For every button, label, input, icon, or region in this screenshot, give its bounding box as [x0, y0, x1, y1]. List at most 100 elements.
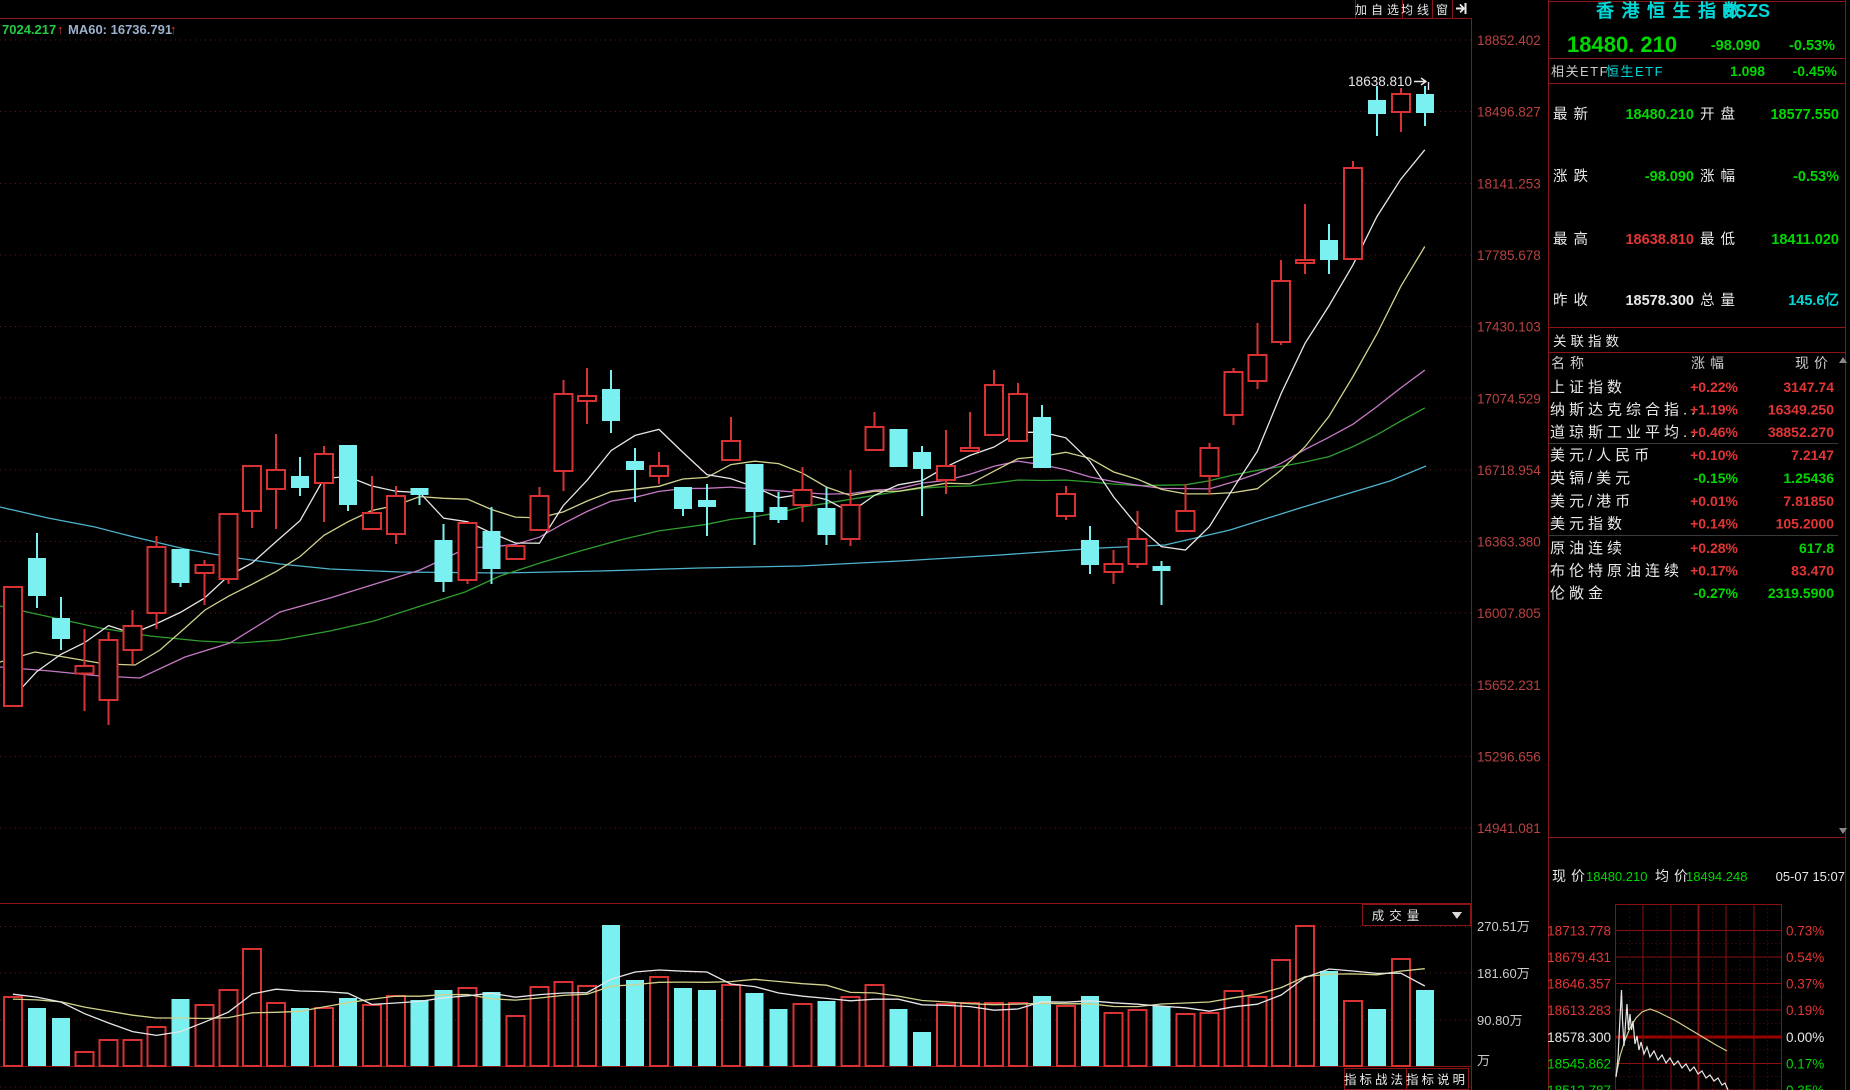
svg-text:617.8: 617.8 [1799, 540, 1834, 556]
svg-text:HSZS: HSZS [1722, 1, 1770, 21]
svg-text:15652.231: 15652.231 [1477, 678, 1541, 693]
svg-text:指标说明: 指标说明 [1406, 1072, 1468, 1087]
svg-text:↑: ↑ [170, 22, 177, 37]
svg-text:0.54%: 0.54% [1786, 950, 1824, 965]
svg-text:+0.14%: +0.14% [1690, 516, 1738, 532]
svg-text:18638.810: 18638.810 [1625, 232, 1694, 248]
svg-text:18713.778: 18713.778 [1547, 923, 1611, 938]
svg-text:17430.103: 17430.103 [1477, 320, 1541, 335]
svg-text:83.470: 83.470 [1791, 563, 1834, 579]
svg-text:相关ETF:: 相关ETF: [1551, 64, 1614, 79]
svg-text:0.17%: 0.17% [1786, 1056, 1824, 1071]
svg-text:17074.529: 17074.529 [1477, 391, 1541, 406]
svg-text:0.19%: 0.19% [1786, 1003, 1824, 1018]
svg-text:18411.020: 18411.020 [1771, 232, 1839, 248]
svg-text:道琼斯工业平均...: 道琼斯工业平均... [1550, 424, 1708, 441]
svg-text:上证指数: 上证指数 [1550, 379, 1626, 396]
svg-text:270.51万: 270.51万 [1477, 919, 1530, 934]
svg-text:美元指数: 美元指数 [1550, 516, 1626, 533]
svg-text:美元/人民币: 美元/人民币 [1550, 447, 1653, 464]
svg-text:指标战法: 指标战法 [1344, 1072, 1406, 1087]
svg-text:+0.28%: +0.28% [1690, 540, 1738, 556]
svg-text:开盘: 开盘 [1700, 105, 1741, 123]
svg-text:1.25436: 1.25436 [1783, 470, 1834, 486]
svg-text:16349.250: 16349.250 [1768, 402, 1834, 418]
svg-text:涨幅: 涨幅 [1700, 168, 1741, 185]
svg-text:18545.862: 18545.862 [1547, 1056, 1611, 1071]
svg-text:18494.248: 18494.248 [1686, 869, 1747, 884]
svg-text:总量: 总量 [1700, 292, 1741, 309]
svg-text:1.098: 1.098 [1730, 63, 1765, 79]
svg-text:原油连续: 原油连续 [1550, 540, 1626, 557]
svg-text:美元/港币: 美元/港币 [1550, 493, 1634, 510]
svg-text:18141.253: 18141.253 [1477, 176, 1541, 191]
svg-text:最高: 最高 [1553, 231, 1594, 248]
svg-text:+1.19%: +1.19% [1690, 402, 1738, 418]
svg-text:-0.53%: -0.53% [1793, 169, 1839, 185]
svg-text:加自选: 加自选 [1355, 3, 1403, 17]
svg-text:纳斯达克综合指...: 纳斯达克综合指... [1550, 402, 1708, 419]
svg-text:-98.090: -98.090 [1711, 38, 1760, 54]
svg-text:均价: 均价 [1655, 868, 1693, 884]
svg-text:17785.678: 17785.678 [1477, 248, 1541, 263]
svg-text:18496.827: 18496.827 [1477, 105, 1541, 120]
svg-text:关联指数: 关联指数 [1553, 334, 1623, 349]
svg-text:涨跌: 涨跌 [1553, 168, 1594, 185]
svg-text:145.6亿: 145.6亿 [1788, 291, 1839, 309]
svg-text:16718.954: 16718.954 [1477, 463, 1541, 478]
svg-text:成交量: 成交量 [1372, 908, 1425, 923]
svg-text:+0.22%: +0.22% [1690, 379, 1738, 395]
svg-text:16363.380: 16363.380 [1477, 535, 1541, 550]
svg-text:英镉/美元: 英镉/美元 [1550, 469, 1634, 487]
svg-text:现价: 现价 [1552, 868, 1590, 884]
svg-text:16007.805: 16007.805 [1477, 606, 1541, 621]
svg-text:-0.15%: -0.15% [1694, 470, 1739, 486]
svg-text:14941.081: 14941.081 [1477, 821, 1541, 836]
svg-text:7.2147: 7.2147 [1791, 447, 1834, 463]
svg-text:涨幅: 涨幅 [1691, 355, 1729, 371]
svg-text:0.35%: 0.35% [1786, 1083, 1824, 1090]
svg-text:最新: 最新 [1553, 106, 1594, 123]
svg-text:7.81850: 7.81850 [1783, 493, 1834, 509]
svg-text:90.80万: 90.80万 [1477, 1013, 1523, 1028]
svg-text:18577.550: 18577.550 [1770, 107, 1839, 123]
svg-text:均线: 均线 [1401, 3, 1433, 17]
svg-text:-0.53%: -0.53% [1789, 38, 1835, 54]
svg-text:18512.787: 18512.787 [1547, 1083, 1611, 1090]
svg-text:18646.357: 18646.357 [1547, 977, 1611, 992]
svg-text:-98.090: -98.090 [1645, 169, 1694, 185]
svg-text:布伦特原油连续: 布伦特原油连续 [1550, 563, 1683, 580]
svg-text:18578.300: 18578.300 [1625, 293, 1694, 309]
svg-text:香港恒生指数: 香港恒生指数 [1595, 0, 1749, 21]
svg-text:18480.210: 18480.210 [1586, 869, 1647, 884]
svg-text:+0.01%: +0.01% [1690, 493, 1738, 509]
svg-text:-0.27%: -0.27% [1694, 585, 1739, 601]
svg-text:0.37%: 0.37% [1786, 977, 1824, 992]
svg-text:18578.300: 18578.300 [1547, 1030, 1611, 1045]
svg-text:18613.283: 18613.283 [1547, 1003, 1611, 1018]
svg-text:+0.10%: +0.10% [1690, 447, 1738, 463]
svg-text:18852.402: 18852.402 [1477, 33, 1541, 48]
svg-text:最低: 最低 [1700, 231, 1741, 248]
svg-text:15296.656: 15296.656 [1477, 750, 1541, 765]
svg-text:0.73%: 0.73% [1786, 923, 1824, 938]
svg-text:18480. 210: 18480. 210 [1567, 32, 1677, 57]
svg-text:18638.810: 18638.810 [1348, 74, 1412, 89]
svg-text:-0.45%: -0.45% [1793, 63, 1838, 79]
svg-text:恒生ETF: 恒生ETF [1606, 64, 1664, 79]
svg-text:2319.5900: 2319.5900 [1768, 585, 1834, 601]
svg-text:MA60: 16736.791: MA60: 16736.791 [68, 22, 172, 37]
svg-text:窗: 窗 [1436, 3, 1448, 17]
svg-text:+0.46%: +0.46% [1690, 424, 1738, 440]
svg-text:名称: 名称 [1551, 355, 1589, 371]
svg-text:+0.17%: +0.17% [1690, 563, 1738, 579]
svg-text:3147.74: 3147.74 [1783, 379, 1834, 395]
svg-text:现价: 现价 [1795, 355, 1833, 371]
svg-text:38852.270: 38852.270 [1768, 424, 1834, 440]
svg-text:伦敞金: 伦敞金 [1550, 585, 1607, 602]
svg-text:万: 万 [1477, 1053, 1490, 1068]
svg-text:18679.431: 18679.431 [1547, 950, 1611, 965]
svg-text:18480.210: 18480.210 [1625, 107, 1694, 123]
svg-text:05-07 15:07: 05-07 15:07 [1776, 869, 1845, 884]
svg-text:7024.217: 7024.217 [2, 22, 56, 37]
